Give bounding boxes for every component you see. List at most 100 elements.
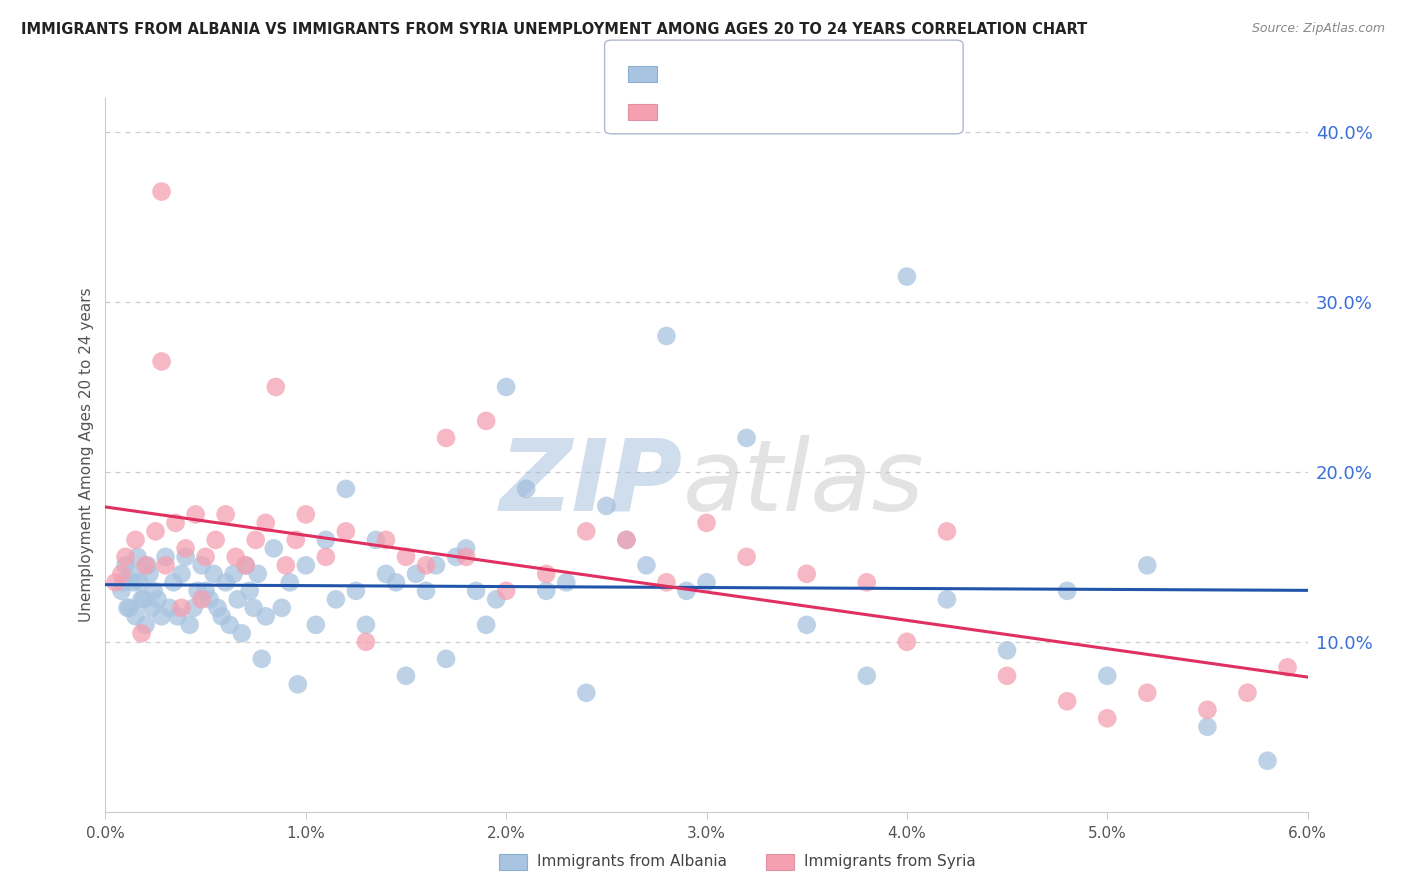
Point — [534, 583, 557, 598]
Point — [636, 558, 658, 573]
Point — [475, 414, 498, 428]
Point — [145, 524, 167, 539]
Point — [184, 508, 207, 522]
Point — [294, 558, 316, 573]
Point — [131, 592, 153, 607]
Point — [465, 583, 488, 598]
Point — [515, 482, 537, 496]
Point — [305, 617, 328, 632]
Point — [896, 269, 918, 284]
Text: IMMIGRANTS FROM ALBANIA VS IMMIGRANTS FROM SYRIA UNEMPLOYMENT AMONG AGES 20 TO 2: IMMIGRANTS FROM ALBANIA VS IMMIGRANTS FR… — [21, 22, 1087, 37]
Point — [385, 575, 408, 590]
Point — [444, 549, 467, 564]
Point — [226, 592, 249, 607]
Point — [855, 669, 877, 683]
Point — [485, 592, 508, 607]
Point — [110, 583, 132, 598]
Point — [135, 617, 157, 632]
Point — [222, 566, 245, 581]
Point — [675, 583, 697, 598]
Point — [995, 643, 1018, 657]
Point — [127, 549, 149, 564]
Point — [155, 549, 177, 564]
Point — [655, 329, 678, 343]
Point — [190, 592, 212, 607]
Point — [1136, 558, 1159, 573]
Point — [146, 592, 169, 607]
Point — [122, 575, 145, 590]
Point — [614, 533, 637, 547]
Point — [796, 566, 818, 581]
Point — [135, 558, 157, 573]
Point — [344, 583, 367, 598]
Point — [264, 380, 287, 394]
Text: Immigrants from Syria: Immigrants from Syria — [804, 855, 976, 869]
Point — [263, 541, 285, 556]
Point — [475, 617, 498, 632]
Point — [495, 583, 517, 598]
Point — [1197, 703, 1219, 717]
Point — [198, 592, 221, 607]
Point — [170, 600, 193, 615]
Point — [735, 431, 758, 445]
Point — [254, 609, 277, 624]
Text: R =  0.019   N = 91: R = 0.019 N = 91 — [668, 52, 844, 70]
Point — [454, 549, 477, 564]
Point — [1056, 694, 1078, 708]
Point — [315, 549, 337, 564]
Point — [162, 575, 184, 590]
Point — [142, 583, 165, 598]
Text: R = -0.134   N = 53: R = -0.134 N = 53 — [668, 95, 845, 113]
Point — [454, 541, 477, 556]
Point — [575, 686, 598, 700]
Point — [104, 575, 127, 590]
Point — [159, 600, 181, 615]
Point — [270, 600, 292, 615]
Point — [1236, 686, 1258, 700]
Point — [194, 583, 217, 598]
Point — [242, 600, 264, 615]
Text: Source: ZipAtlas.com: Source: ZipAtlas.com — [1251, 22, 1385, 36]
Point — [239, 583, 262, 598]
Point — [132, 592, 155, 607]
Point — [187, 583, 209, 598]
Point — [495, 380, 517, 394]
Point — [183, 600, 205, 615]
Point — [138, 566, 160, 581]
Point — [166, 609, 188, 624]
Point — [150, 609, 173, 624]
Point — [335, 524, 357, 539]
Point — [315, 533, 337, 547]
Point — [534, 566, 557, 581]
Point — [1136, 686, 1159, 700]
Point — [896, 635, 918, 649]
Point — [211, 609, 233, 624]
Point — [174, 549, 197, 564]
Text: Immigrants from Albania: Immigrants from Albania — [537, 855, 727, 869]
Point — [235, 558, 257, 573]
Text: ZIP: ZIP — [499, 435, 682, 532]
Point — [150, 354, 173, 368]
Point — [595, 499, 617, 513]
Point — [190, 558, 212, 573]
Point — [214, 508, 236, 522]
Point — [114, 549, 136, 564]
Point — [118, 600, 141, 615]
Point — [136, 558, 159, 573]
Point — [246, 566, 269, 581]
Point — [1097, 669, 1119, 683]
Point — [415, 558, 437, 573]
Point — [284, 533, 307, 547]
Point — [155, 558, 177, 573]
Point — [124, 533, 146, 547]
Point — [235, 558, 257, 573]
Point — [614, 533, 637, 547]
Point — [250, 652, 273, 666]
Point — [170, 566, 193, 581]
Point — [695, 516, 717, 530]
Point — [274, 558, 297, 573]
Point — [245, 533, 267, 547]
Point — [796, 617, 818, 632]
Point — [1197, 720, 1219, 734]
Point — [204, 533, 226, 547]
